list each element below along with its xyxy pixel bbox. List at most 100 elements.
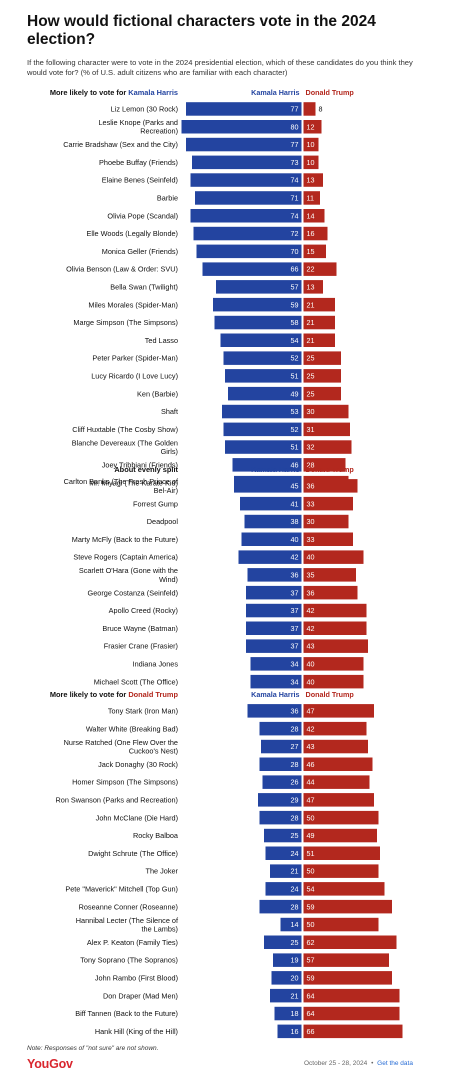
bar-trump [303,244,326,259]
value-label-harris: 28 [291,760,299,769]
category-label-line: George Costanza (Seinfeld) [88,588,178,597]
legend-harris: Kamala Harris [251,465,299,474]
category-label: Carlton Banks (The Fresh Prince of Bel-Ai… [64,477,179,495]
table-row: Ted Lasso 54 21 [145,333,335,347]
bar-harris [250,674,302,689]
value-label-harris: 77 [291,105,299,114]
category-label: Hannibal Lecter (The Silence of the Lambs… [76,916,179,934]
bar-trump [303,1024,403,1039]
category-label: Hank Hill (King of the Hill) [95,1027,178,1036]
bar-harris [190,173,302,187]
value-label-harris: 52 [291,425,299,434]
table-row: Pete "Maverick" Mitchell (Top Gun) 24 54 [65,882,385,896]
category-label: Cliff Huxtable (The Cosby Show) [72,425,178,434]
table-row: Alex P. Keaton (Family Ties) 25 62 [87,935,397,949]
bar-harris [241,532,302,546]
bar-harris [246,621,302,635]
category-label: Mr. Miyagi (The Karate Kid) [89,478,178,487]
bar-harris [259,757,302,771]
bar-trump [303,568,356,582]
value-label-harris: 25 [291,938,299,947]
category-label-line: Tony Stark (Iron Man) [108,707,178,716]
category-label-line: John McClane (Die Hard) [96,813,178,822]
bar-harris [258,793,302,807]
bar-trump [303,315,335,330]
value-label-harris: 27 [291,742,299,751]
value-label-trump: 10 [307,158,315,167]
category-label: Tony Soprano (The Sopranos) [80,956,178,965]
value-label-harris: 41 [291,499,299,508]
category-label-line: Shaft [161,407,178,416]
bar-harris [202,262,302,276]
category-label-line: Ted Lasso [145,336,178,345]
category-label: Jack Donaghy (30 Rock) [98,760,178,769]
bar-harris [228,386,302,401]
table-row: Tony Stark (Iron Man) 36 47 [108,704,374,718]
table-row: Hannibal Lecter (The Silence of the Lambs… [76,916,379,934]
bar-trump [303,971,392,985]
category-label: Elaine Benes (Seinfeld) [102,176,178,185]
category-label: Biff Tannen (Back to the Future) [75,1009,178,1018]
bar-harris [247,568,302,582]
bar-trump [303,603,367,618]
value-label-trump: 21 [307,300,315,309]
get-data-link[interactable]: Get the data [377,1060,413,1067]
bar-trump [303,585,358,600]
bar-trump [303,882,385,896]
category-label: Steve Rogers (Captain America) [73,553,178,562]
bar-trump [303,226,328,241]
page-subtitle: If the following character were to vote … [27,58,413,77]
table-row: Elle Woods (Legally Blonde) 72 16 [86,226,328,241]
category-label-line: Olivia Pope (Scandal) [107,211,178,220]
value-label-harris: 45 [291,482,299,491]
category-label-line: Phoebe Buffay (Friends) [99,158,178,167]
table-row: Don Draper (Mad Men) 21 64 [103,988,400,1003]
category-label: Elle Woods (Legally Blonde) [86,229,178,238]
category-label-line: Steve Rogers (Captain America) [73,553,178,562]
value-label-harris: 34 [291,677,299,686]
bar-harris [271,971,302,985]
value-label-trump: 49 [307,831,315,840]
value-label-trump: 30 [307,517,315,526]
value-label-trump: 33 [307,499,315,508]
category-label: Blanche Devereaux (The Golden Girls) [72,438,178,456]
value-label-harris: 36 [291,707,299,716]
bar-harris [265,882,302,896]
category-label-line: Carlton Banks (The Fresh Prince of [64,477,179,486]
chart-section: More likely to vote for Kamala Harris Kam… [50,88,355,490]
value-label-harris: 66 [291,265,299,274]
bar-trump [303,351,341,365]
bar-harris [186,137,302,152]
bar-harris [264,935,302,949]
value-label-trump: 33 [307,535,315,544]
category-label-line: Apollo Creed (Rocky) [109,606,178,615]
value-label-trump: 47 [307,707,315,716]
legend-trump: Donald Trump [306,88,355,97]
section-heading-prefix: About evenly split [114,465,178,474]
bar-trump [303,739,368,754]
bar-trump [303,621,367,635]
category-label-line: Mr. Miyagi (The Karate Kid) [89,478,178,487]
value-label-trump: 16 [307,229,315,238]
category-label-line: Barbie [157,194,178,203]
bar-trump [303,704,374,718]
bar-harris [225,369,302,383]
value-label-harris: 16 [291,1027,299,1036]
bar-harris [232,458,302,472]
category-label: Bruce Wayne (Batman) [102,624,178,633]
value-label-harris: 29 [291,796,299,805]
value-label-trump: 11 [307,194,314,203]
value-label-trump: 64 [307,991,315,1000]
bar-trump [303,657,364,671]
category-label: John Rambo (First Blood) [95,974,178,983]
bar-trump [303,209,325,223]
value-label-harris: 71 [291,194,299,203]
category-label: Roseanne Conner (Roseanne) [79,902,178,911]
table-row: George Costanza (Seinfeld) 37 36 [88,585,358,600]
table-row: Michael Scott (The Office) 34 40 [94,674,364,689]
table-row: Bruce Wayne (Batman) 37 42 [102,621,367,635]
category-label: Don Draper (Mad Men) [103,991,178,1000]
bar-harris [247,704,302,718]
table-row: Rocky Balboa 25 49 [133,828,377,843]
value-label-harris: 37 [291,642,299,651]
